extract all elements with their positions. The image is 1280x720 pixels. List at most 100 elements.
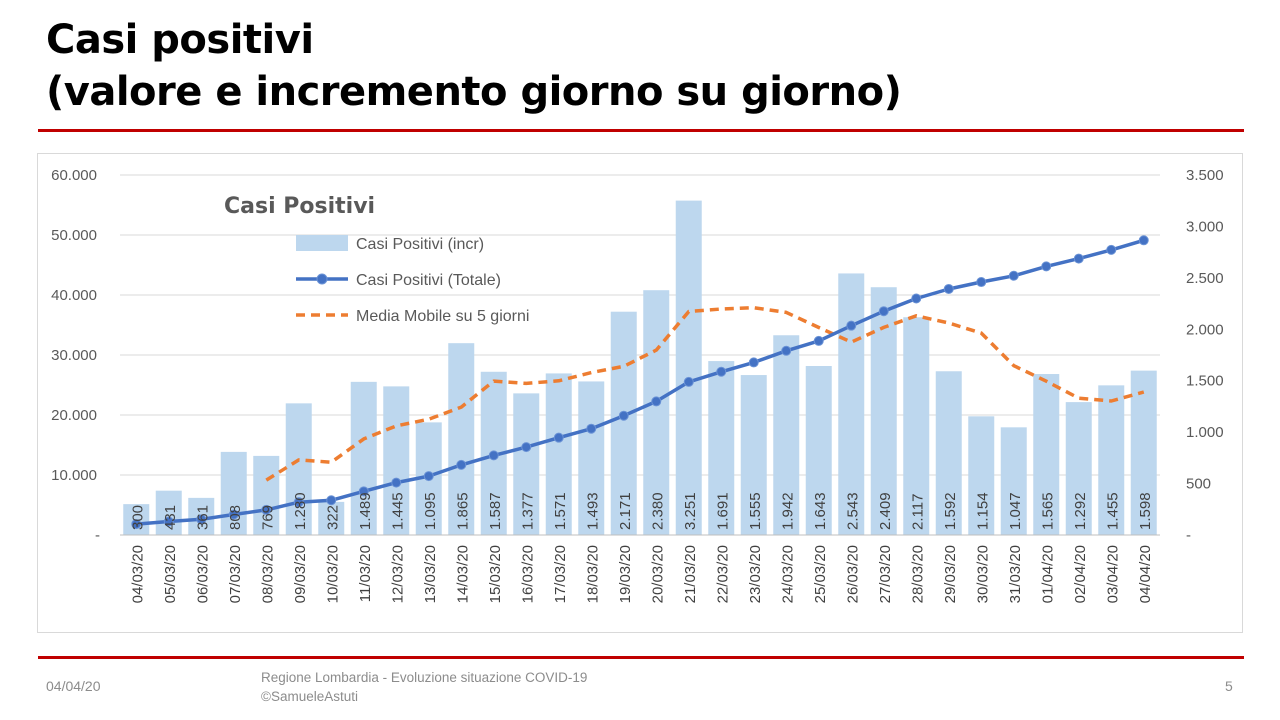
x-axis-tick-label: 01/04/20 <box>1039 545 1056 603</box>
slide-title-line1: Casi positivi <box>46 17 314 63</box>
bar-casi-positivi-incr <box>708 361 735 535</box>
bar-casi-positivi-incr <box>968 416 995 535</box>
x-axis-tick-label: 04/04/20 <box>1137 545 1154 603</box>
point-casi-positivi-totale <box>358 486 369 497</box>
legend-marker-totale <box>316 273 328 285</box>
x-axis-tick-label: 09/03/20 <box>292 545 309 603</box>
right-axis-tick-label: 3.000 <box>1186 218 1224 235</box>
combo-chart: - 10.000 20.000 30.000 40.000 50.000 60.000 - 50… <box>51 167 1224 603</box>
bar-casi-positivi-incr <box>1098 385 1125 535</box>
bar-casi-positivi-incr <box>773 335 800 535</box>
x-axis-tick-label: 25/03/20 <box>812 545 829 603</box>
bar-casi-positivi-incr <box>220 451 247 535</box>
point-casi-positivi-totale <box>423 471 434 482</box>
page-number: 5 <box>1225 678 1233 694</box>
x-axis-tick-label: 05/03/20 <box>162 545 179 603</box>
bar-data-label: 1.592 <box>942 492 959 530</box>
right-axis-tick-label: 3.500 <box>1186 167 1224 184</box>
bar-casi-positivi-incr <box>1033 374 1060 535</box>
right-axis-tick-label: 2.500 <box>1186 270 1224 287</box>
x-axis-tick-label: 24/03/20 <box>779 545 796 603</box>
point-casi-positivi-totale <box>1138 235 1149 246</box>
x-axis-tick-label: 23/03/20 <box>747 545 764 603</box>
bar-casi-positivi-incr <box>610 311 637 535</box>
point-casi-positivi-totale <box>748 357 759 368</box>
left-axis-tick-label: 50.000 <box>51 227 97 244</box>
footer-source-line1: Regione Lombardia - Evoluzione situazion… <box>261 670 588 685</box>
bar-casi-positivi-incr <box>1130 370 1157 535</box>
bar-data-label: 300 <box>129 505 146 530</box>
x-axis-tick-label: 20/03/20 <box>649 545 666 603</box>
x-axis-tick-label: 28/03/20 <box>909 545 926 603</box>
bar-casi-positivi-incr <box>350 381 377 535</box>
point-casi-positivi-totale <box>651 396 662 407</box>
x-axis-tick-label: 27/03/20 <box>877 545 894 603</box>
x-axis-tick-label: 08/03/20 <box>259 545 276 603</box>
point-casi-positivi-totale <box>781 345 792 356</box>
bar-data-label: 1.280 <box>292 492 309 530</box>
bar-casi-positivi-incr <box>1065 402 1092 535</box>
bar-data-label: 322 <box>324 505 341 530</box>
bar-data-label: 1.154 <box>974 492 991 530</box>
chart-frame <box>37 153 1243 633</box>
right-axis-tick-label: 1.000 <box>1186 424 1224 441</box>
point-casi-positivi-totale <box>846 320 857 331</box>
bar-data-label: 2.409 <box>877 492 894 530</box>
right-axis-tick-label: - <box>1186 527 1191 544</box>
x-axis-tick-label: 22/03/20 <box>714 545 731 603</box>
footer-divider <box>38 656 1244 659</box>
x-axis-tick-label: 02/04/20 <box>1072 545 1089 603</box>
bar-data-label: 1.865 <box>454 492 471 530</box>
point-casi-positivi-totale <box>1008 270 1019 281</box>
x-axis-tick-label: 07/03/20 <box>227 545 244 603</box>
point-casi-positivi-totale <box>163 516 174 527</box>
point-casi-positivi-totale <box>683 376 694 387</box>
slide-title: Casi positivi (valore e incremento giorn… <box>46 14 902 118</box>
bar-casi-positivi-incr <box>675 200 702 535</box>
bar-data-label: 1.455 <box>1104 492 1121 530</box>
left-axis-tick-label: - <box>95 527 100 544</box>
point-casi-positivi-totale <box>1073 253 1084 264</box>
legend-swatch-bars <box>296 235 348 251</box>
legend-label-incr: Casi Positivi (incr) <box>356 236 484 253</box>
bar-data-label: 1.047 <box>1007 492 1024 530</box>
left-axis-tick-label: 60.000 <box>51 167 97 184</box>
x-axis-tick-label: 10/03/20 <box>324 545 341 603</box>
left-axis-tick-label: 40.000 <box>51 287 97 304</box>
left-axis-tick-label: 10.000 <box>51 467 97 484</box>
bar-data-label: 431 <box>162 505 179 530</box>
point-casi-positivi-totale <box>391 477 402 488</box>
legend-label-media: Media Mobile su 5 giorni <box>356 308 529 325</box>
bar-data-label: 1.643 <box>812 492 829 530</box>
line-casi-positivi-totale <box>136 238 1145 526</box>
point-casi-positivi-totale <box>131 519 142 530</box>
point-casi-positivi-totale <box>456 459 467 470</box>
point-casi-positivi-totale <box>326 495 337 506</box>
footer-source-line2: ©SamueleAstuti <box>261 689 358 704</box>
bar-data-label: 1.489 <box>357 492 374 530</box>
point-casi-positivi-totale <box>196 514 207 525</box>
point-casi-positivi-totale <box>553 432 564 443</box>
bar-casi-positivi-incr <box>448 343 475 535</box>
point-casi-positivi-totale <box>488 450 499 461</box>
point-casi-positivi-totale <box>716 366 727 377</box>
bar-casi-positivi-incr <box>155 490 182 535</box>
bar-data-label: 1.095 <box>422 492 439 530</box>
x-axis-tick-label: 21/03/20 <box>682 545 699 603</box>
bar-data-label: 1.942 <box>779 492 796 530</box>
footer-date: 04/04/20 <box>46 678 101 694</box>
point-casi-positivi-totale <box>261 504 272 515</box>
x-axis-tick-label: 06/03/20 <box>194 545 211 603</box>
right-axis-tick-label: 500 <box>1186 476 1211 493</box>
bar-data-label: 2.117 <box>909 494 926 530</box>
point-casi-positivi-totale <box>586 423 597 434</box>
bar-casi-positivi-incr <box>805 366 832 535</box>
footer-source: Regione Lombardia - Evoluzione situazion… <box>261 668 587 706</box>
x-axis-tick-label: 26/03/20 <box>844 545 861 603</box>
x-axis-tick-label: 04/03/20 <box>129 545 146 603</box>
bar-casi-positivi-incr <box>838 273 865 535</box>
right-axis-tick-label: 2.000 <box>1186 321 1224 338</box>
x-axis-tick-label: 13/03/20 <box>422 545 439 603</box>
chart-title: Casi Positivi <box>224 194 375 219</box>
bar-casi-positivi-incr <box>318 501 345 535</box>
